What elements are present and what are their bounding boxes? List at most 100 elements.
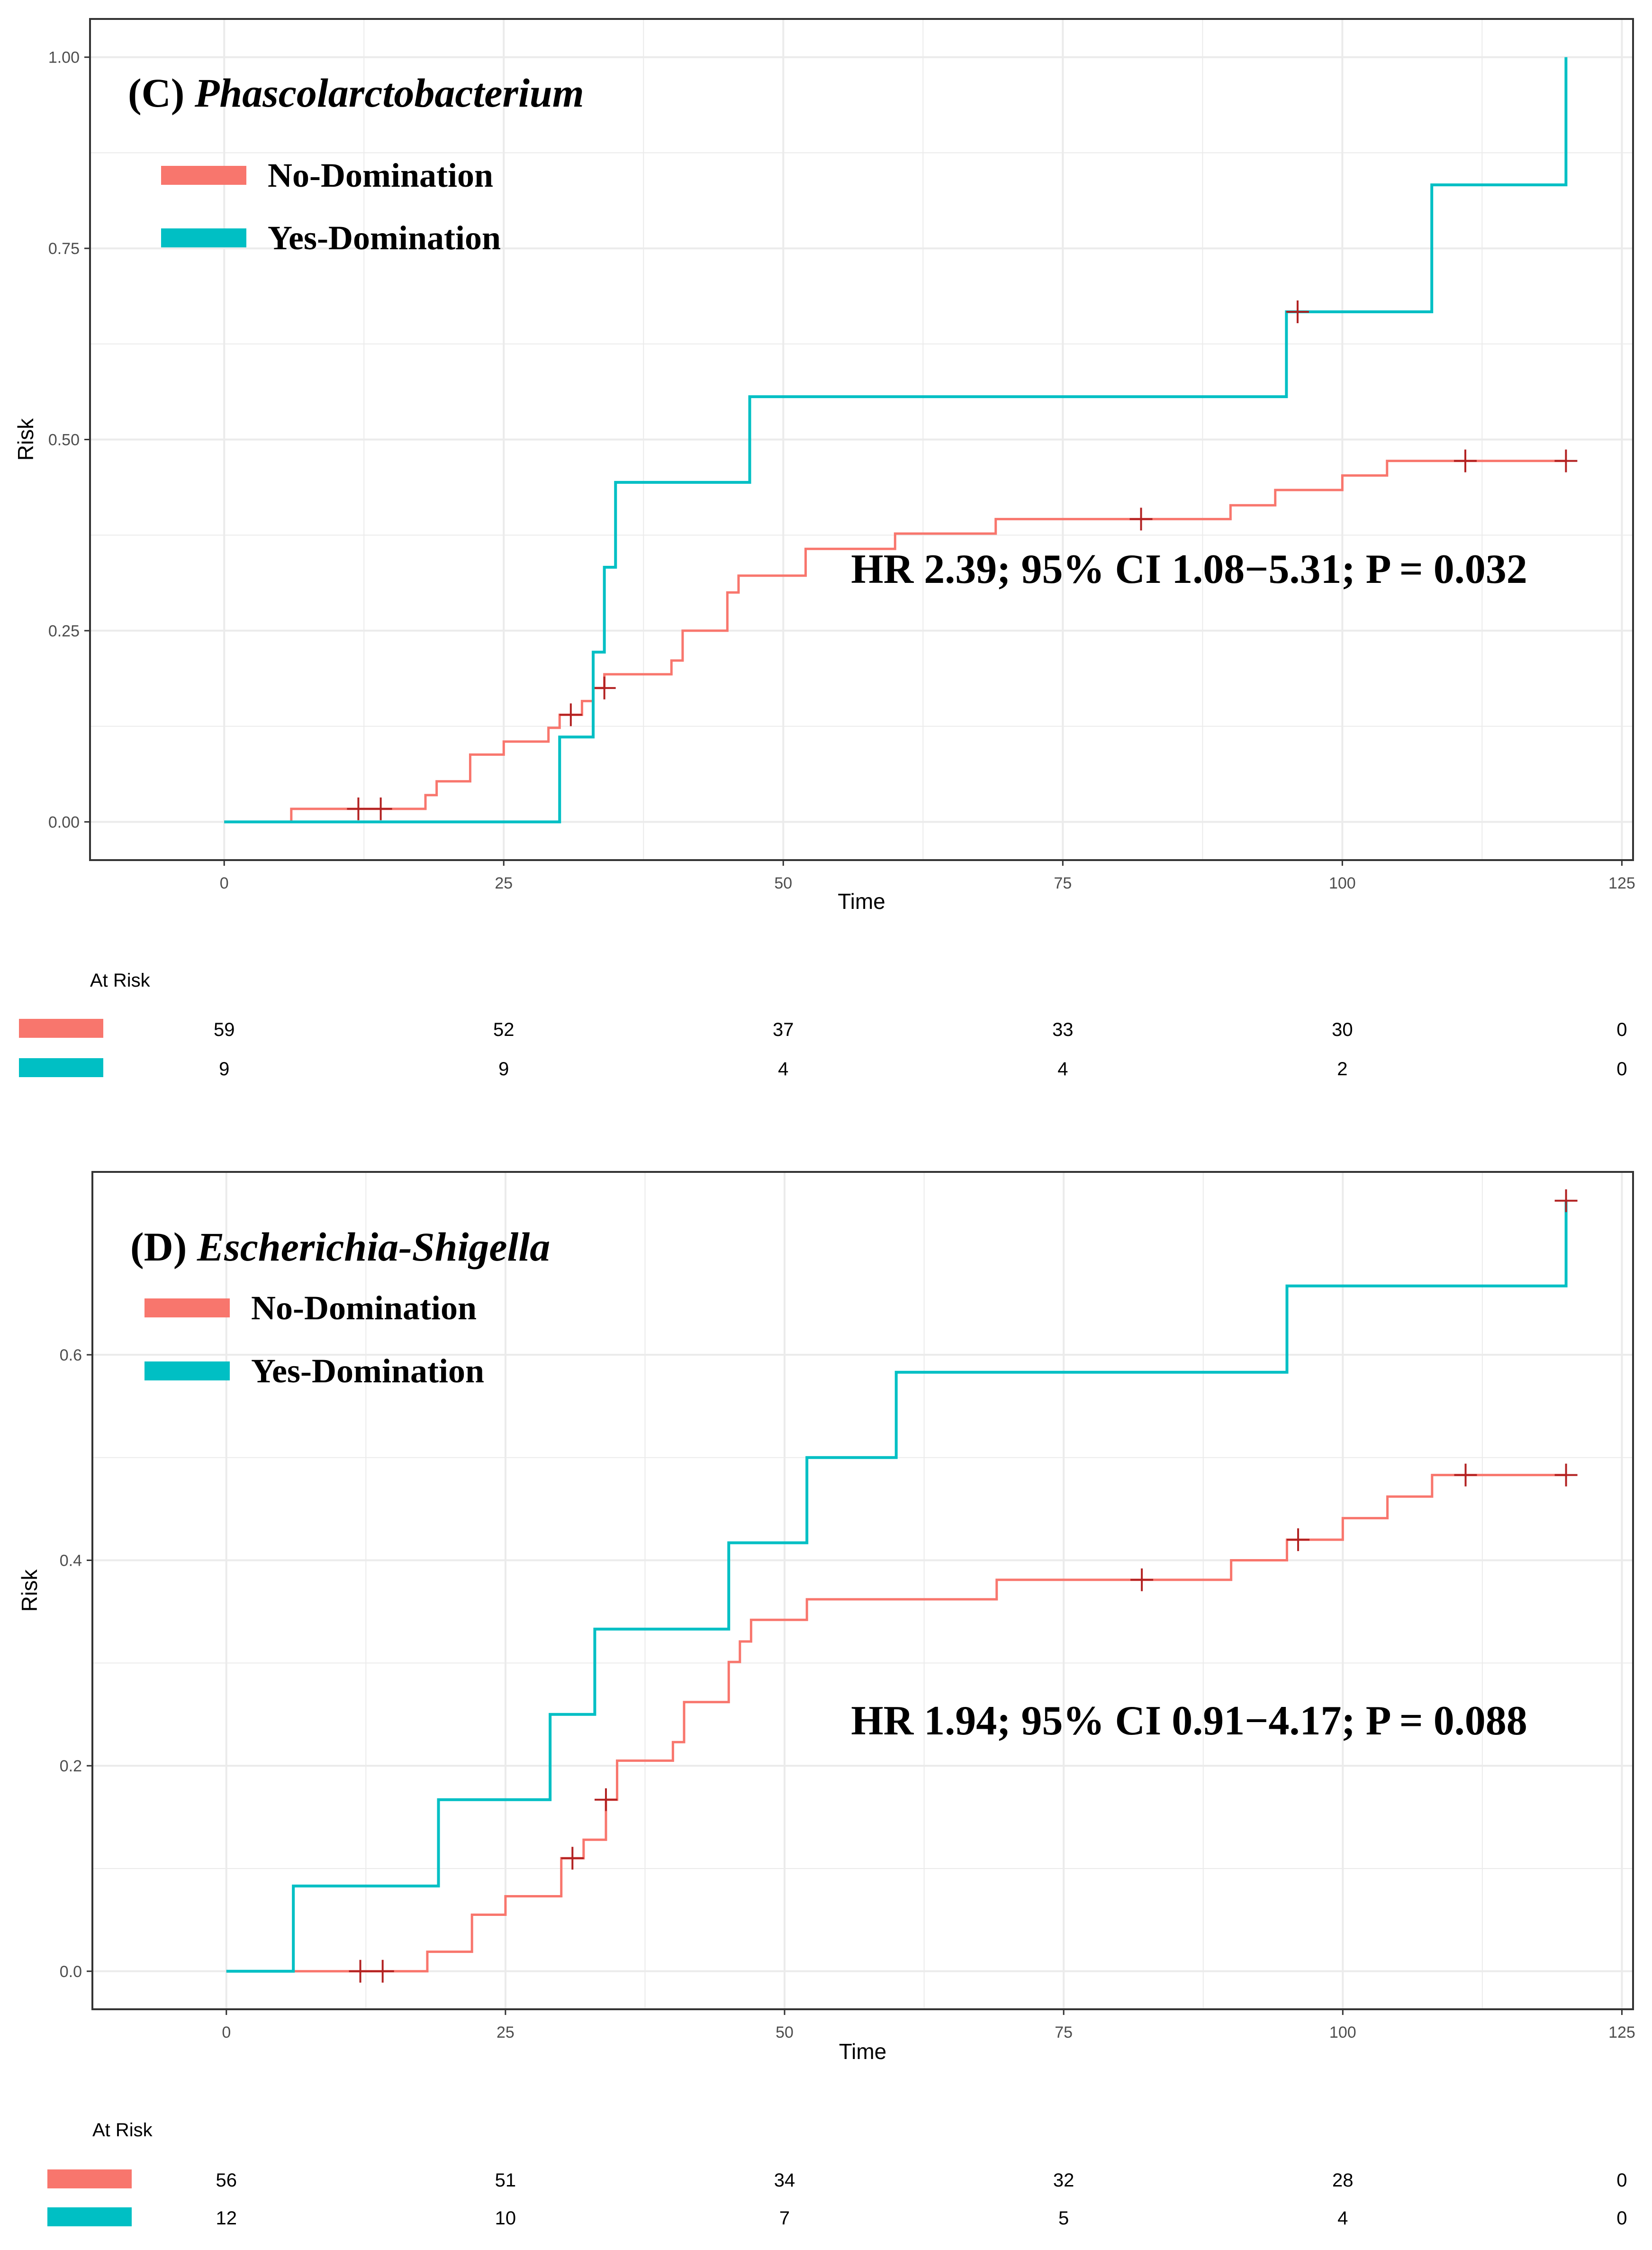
panel-border: [89, 18, 1634, 861]
at-risk-header: At Risk: [92, 2120, 153, 2141]
no-domination-legend-label: No-Domination: [268, 156, 493, 194]
yes-domination-legend-label: Yes-Domination: [268, 219, 501, 257]
yes-domination-risk-swatch: [19, 1058, 103, 1077]
at-risk-count: 4: [1337, 2208, 1348, 2229]
at-risk-count: 34: [774, 2170, 795, 2191]
chart-title-prefix: (D): [130, 1224, 197, 1270]
at-risk-count: 0: [1616, 2208, 1627, 2229]
y-axis-title: Risk: [17, 1569, 42, 1612]
censor-mark: [347, 797, 370, 820]
legend: No-Domination Yes-Domination: [144, 1289, 484, 1390]
x-axis-title: Time: [838, 889, 885, 914]
censor-mark: [1287, 1528, 1310, 1551]
chart-panel-C: 0 25 50 75 100 125 0.00 0.25 0.50 0.75 1.00 Time Ris…: [13, 18, 1635, 1080]
y-tick-label: 0.2: [60, 1757, 82, 1775]
censor-mark: [1130, 1568, 1154, 1591]
x-tick-label: 0: [220, 874, 229, 892]
chart-title: (D) Escherichia-Shigella: [130, 1224, 550, 1270]
no-domination-risk-swatch: [47, 2169, 132, 2188]
chart-title-prefix: (C): [128, 70, 195, 116]
at-risk-count: 0: [1616, 2170, 1627, 2191]
chart-title-taxon: Phascolarctobacterium: [194, 70, 584, 116]
censor-mark: [369, 797, 392, 820]
at-risk-count: 9: [219, 1059, 229, 1080]
x-tick-label: 50: [776, 2023, 794, 2041]
gridlines: [92, 1172, 1633, 2009]
censor-mark: [349, 1960, 372, 1983]
x-tick-label: 25: [495, 874, 513, 892]
at-risk-count: 28: [1332, 2170, 1354, 2191]
chart-title-taxon: Escherichia-Shigella: [197, 1224, 550, 1270]
y-tick-label: 0.4: [60, 1552, 82, 1570]
legend: No-Domination Yes-Domination: [161, 156, 501, 257]
no-domination-curve: [226, 1474, 1566, 1973]
y-axis-title: Risk: [13, 418, 38, 461]
censor-mark: [1554, 1189, 1578, 1212]
y-tick-label: 0.50: [48, 431, 80, 449]
at-risk-count: 12: [216, 2208, 237, 2229]
y-tick-label: 0.25: [48, 622, 80, 640]
x-tick-label: 50: [774, 874, 792, 892]
x-tick-label: 75: [1054, 874, 1072, 892]
at-risk-count: 51: [495, 2170, 516, 2191]
x-tick-label: 125: [1608, 2023, 1635, 2041]
at-risk-count: 4: [1057, 1059, 1068, 1080]
censor-mark: [1286, 300, 1309, 324]
at-risk-table: At Risk 59 52 37 33 30 0 9 9 4 4 2 0: [19, 970, 1627, 1080]
censor-mark: [595, 1788, 617, 1811]
at-risk-count: 7: [779, 2208, 790, 2229]
y-tick-label: 0.75: [48, 240, 80, 258]
y-tick-label: 0.0: [60, 1963, 82, 1981]
at-risk-table: At Risk 56 51 34 32 28 0 12 10 7 5 4 0: [47, 2120, 1627, 2229]
x-tick-label: 100: [1329, 874, 1356, 892]
y-tick-label: 1.00: [48, 49, 80, 67]
at-risk-count: 59: [214, 1019, 235, 1040]
at-risk-count: 37: [773, 1019, 794, 1040]
no-domination-legend-label: No-Domination: [251, 1289, 477, 1327]
censor-mark: [1554, 449, 1578, 472]
censor-mark: [559, 703, 582, 726]
censor-mark: [1554, 1463, 1578, 1487]
y-tick-label: 0.00: [48, 813, 80, 831]
censor-mark: [1129, 508, 1153, 531]
at-risk-count: 4: [778, 1059, 788, 1080]
at-risk-count: 0: [1616, 1059, 1627, 1080]
yes-domination-legend-label: Yes-Domination: [251, 1352, 484, 1390]
at-risk-count: 9: [498, 1059, 509, 1080]
at-risk-count: 0: [1616, 1019, 1627, 1040]
x-tick-label: 100: [1329, 2023, 1356, 2041]
x-tick-label: 25: [497, 2023, 515, 2041]
x-tick-label: 125: [1608, 874, 1635, 892]
x-axis-title: Time: [839, 2039, 887, 2064]
at-risk-count: 52: [493, 1019, 515, 1040]
x-tick-label: 0: [222, 2023, 231, 2041]
at-risk-count: 2: [1337, 1059, 1347, 1080]
censor-mark: [593, 676, 616, 699]
at-risk-count: 30: [1332, 1019, 1353, 1040]
at-risk-count: 33: [1052, 1019, 1074, 1040]
at-risk-count: 32: [1053, 2170, 1074, 2191]
gridlines: [90, 19, 1633, 860]
yes-domination-curve: [224, 57, 1568, 824]
censor-mark: [1454, 1463, 1477, 1487]
chart-title: (C) Phascolarctobacterium: [128, 70, 584, 116]
at-risk-count: 10: [495, 2208, 516, 2229]
panel-border: [91, 1171, 1634, 2010]
censor-mark: [1453, 449, 1477, 472]
y-tick-label: 0.6: [60, 1346, 82, 1364]
at-risk-header: At Risk: [90, 970, 151, 991]
yes-domination-curve: [226, 1200, 1568, 1973]
no-domination-legend-swatch: [161, 166, 246, 185]
censor-mark: [371, 1960, 394, 1983]
x-tick-label: 75: [1055, 2023, 1073, 2041]
censor-mark: [561, 1847, 584, 1870]
no-domination-risk-swatch: [19, 1019, 103, 1038]
no-domination-curve: [224, 460, 1566, 823]
yes-domination-legend-swatch: [161, 228, 246, 247]
at-risk-count: 5: [1058, 2208, 1069, 2229]
hazard-ratio-annotation: HR 2.39; 95% CI 1.08−5.31; P = 0.032: [851, 546, 1527, 592]
yes-domination-legend-swatch: [144, 1361, 230, 1380]
no-domination-legend-swatch: [144, 1298, 230, 1317]
